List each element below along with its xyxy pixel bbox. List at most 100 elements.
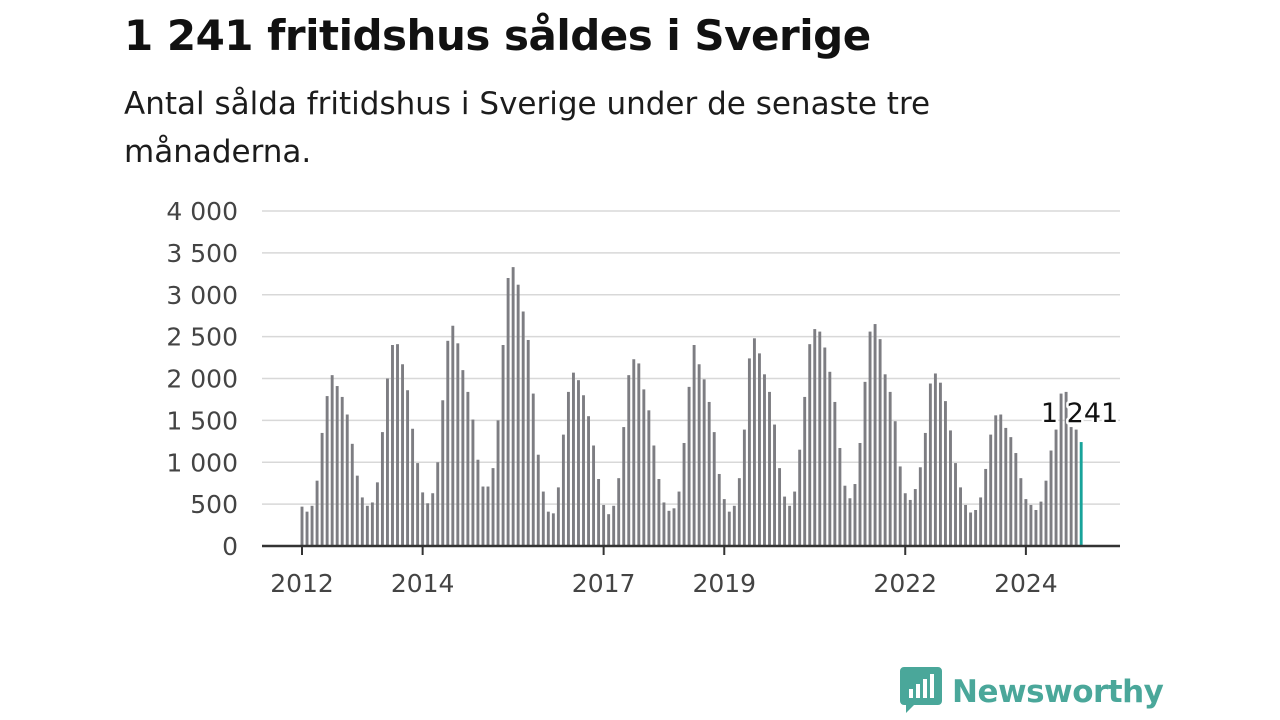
bar xyxy=(672,508,676,546)
bar xyxy=(386,378,389,546)
bar xyxy=(974,509,978,546)
bar xyxy=(727,511,731,546)
bar xyxy=(999,414,1003,546)
bar xyxy=(692,345,696,546)
bars xyxy=(300,267,1083,546)
x-tick-label: 2024 xyxy=(994,569,1058,598)
bar xyxy=(375,482,379,546)
chart-title: 1 241 fritidshus såldes i Sverige xyxy=(124,11,871,60)
y-tick-label: 500 xyxy=(190,490,238,519)
bar xyxy=(1014,453,1018,546)
bar xyxy=(632,359,636,546)
bar xyxy=(476,459,480,546)
bar xyxy=(808,344,812,546)
bar xyxy=(918,467,922,546)
bar xyxy=(687,386,691,546)
bar xyxy=(461,370,465,546)
bar xyxy=(561,434,565,546)
bar xyxy=(501,345,505,546)
bar xyxy=(933,373,937,546)
newsworthy-logo-text: Newsworthy xyxy=(952,674,1164,710)
bar xyxy=(737,478,741,546)
bar xyxy=(1009,437,1013,546)
bar xyxy=(536,454,540,546)
bar xyxy=(622,427,626,546)
y-tick-label: 3 500 xyxy=(166,239,238,268)
bar xyxy=(1029,504,1033,546)
bar xyxy=(788,505,792,546)
bar xyxy=(758,353,761,546)
bar xyxy=(903,493,907,546)
bar xyxy=(742,429,746,546)
bar xyxy=(516,284,520,546)
bar xyxy=(652,445,656,546)
bar xyxy=(798,449,802,546)
bar xyxy=(833,401,837,546)
newsworthy-logo[interactable]: Newsworthy xyxy=(900,667,1164,717)
bar xyxy=(989,434,993,546)
y-tick-label: 4 000 xyxy=(166,197,238,226)
bar xyxy=(370,502,374,546)
x-axis xyxy=(262,544,1120,555)
bar xyxy=(642,389,646,546)
bar xyxy=(315,480,319,546)
bar xyxy=(949,430,952,546)
y-tick-label: 0 xyxy=(222,532,238,561)
bar xyxy=(928,383,932,546)
bar xyxy=(662,502,666,546)
bar xyxy=(838,448,842,546)
bar xyxy=(431,493,435,546)
bar xyxy=(491,468,495,546)
annotation: 1 241 xyxy=(1038,396,1120,432)
bar xyxy=(959,487,962,546)
highlight-bar xyxy=(1079,442,1083,546)
bar xyxy=(994,415,998,546)
bar xyxy=(451,325,455,546)
bar xyxy=(345,414,349,546)
bar xyxy=(496,420,500,546)
bar xyxy=(556,487,560,546)
bar xyxy=(406,390,410,546)
bar xyxy=(818,331,822,546)
bar xyxy=(898,466,902,546)
bar xyxy=(888,391,892,546)
bar xyxy=(778,468,782,546)
bar xyxy=(481,486,485,546)
bar xyxy=(396,344,399,546)
bar xyxy=(340,396,344,546)
bar xyxy=(466,391,470,546)
bar xyxy=(456,343,460,546)
bar xyxy=(773,424,776,546)
y-tick-label: 2 000 xyxy=(166,365,238,394)
bar xyxy=(1034,509,1038,546)
bar xyxy=(365,505,369,546)
bar xyxy=(426,503,430,546)
newsworthy-logo-icon xyxy=(900,667,942,717)
bar xyxy=(391,345,394,546)
bar xyxy=(954,463,957,546)
bar xyxy=(607,514,611,546)
bar xyxy=(582,395,585,546)
bar xyxy=(572,372,575,546)
bar xyxy=(883,374,887,546)
bar xyxy=(722,499,726,546)
bar xyxy=(747,358,751,546)
y-axis-labels: 0 500 1 000 1 500 2 000 2 500 3 000 3 500 4 000 xyxy=(166,197,238,561)
bar xyxy=(360,497,364,546)
bar xyxy=(923,432,927,546)
x-tick-label: 2014 xyxy=(391,569,455,598)
bar xyxy=(602,504,606,546)
bar xyxy=(677,491,681,546)
bar xyxy=(471,419,475,546)
bar xyxy=(858,442,862,546)
bar xyxy=(506,278,510,546)
bar xyxy=(979,497,983,546)
bar xyxy=(938,382,942,546)
bar xyxy=(421,492,425,546)
bar xyxy=(411,428,415,546)
bar xyxy=(768,391,771,546)
gridlines xyxy=(262,210,1120,505)
bar xyxy=(873,324,877,546)
bar xyxy=(944,401,947,546)
